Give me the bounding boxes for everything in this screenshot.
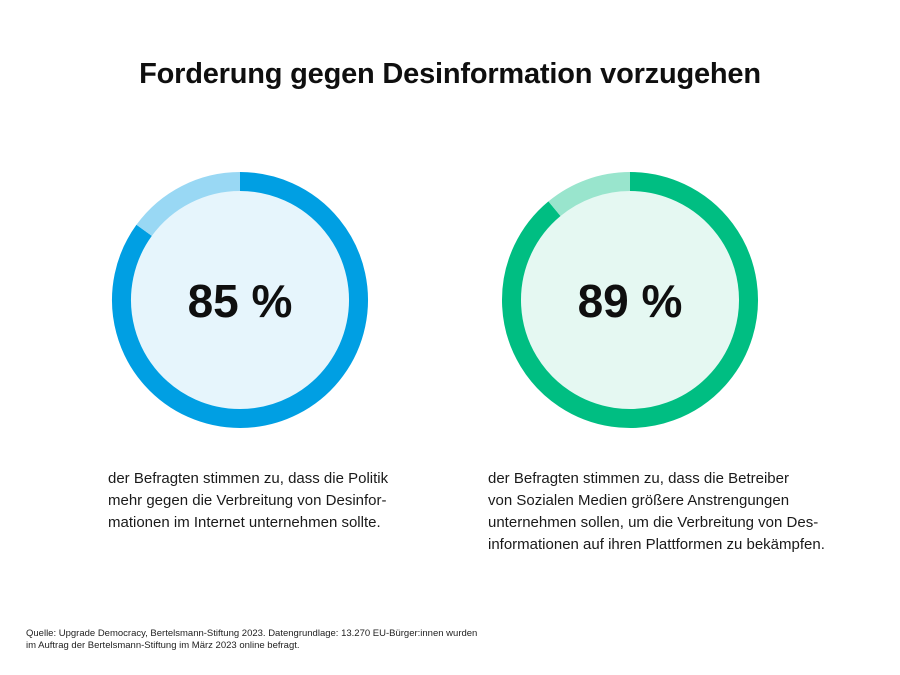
donut-value-label: 85 % <box>188 275 293 327</box>
donut-value-label: 89 % <box>578 275 683 327</box>
description-line: von Sozialen Medien größere Anstrengunge… <box>488 492 790 509</box>
source-line: im Auftrag der Bertelsmann-Stiftung im M… <box>26 640 300 651</box>
description-line: mehr gegen die Verbreitung von Desinfor- <box>108 492 387 509</box>
description-line: mationen im Internet unternehmen sollte. <box>108 514 381 531</box>
donut-inner-fill <box>520 190 740 410</box>
donut-chart-plattformen: 89 % <box>502 172 758 428</box>
donut-value-arc <box>112 172 368 428</box>
donut-remainder-arc <box>136 172 241 237</box>
donut-value-arc <box>502 172 758 428</box>
source-line: Quelle: Upgrade Democracy, Bertelsmann-S… <box>26 628 478 639</box>
source-note: Quelle: Upgrade Democracy, Bertelsmann-S… <box>26 628 477 652</box>
description-plattformen: der Befragten stimmen zu, dass die Betre… <box>488 468 825 556</box>
chart-title: Forderung gegen Desinformation vorzugehe… <box>139 58 761 90</box>
description-line: informationen auf ihren Plattformen zu b… <box>488 536 825 553</box>
description-line: unternehmen sollen, um die Verbreitung v… <box>488 514 819 531</box>
donut-inner-fill <box>130 190 350 410</box>
donut-remainder-arc <box>548 172 631 217</box>
description-line: der Befragten stimmen zu, dass die Betre… <box>488 470 789 487</box>
description-line: der Befragten stimmen zu, dass die Polit… <box>108 470 389 487</box>
donut-chart-politik: 85 % <box>112 172 368 428</box>
description-politik: der Befragten stimmen zu, dass die Polit… <box>108 468 388 534</box>
